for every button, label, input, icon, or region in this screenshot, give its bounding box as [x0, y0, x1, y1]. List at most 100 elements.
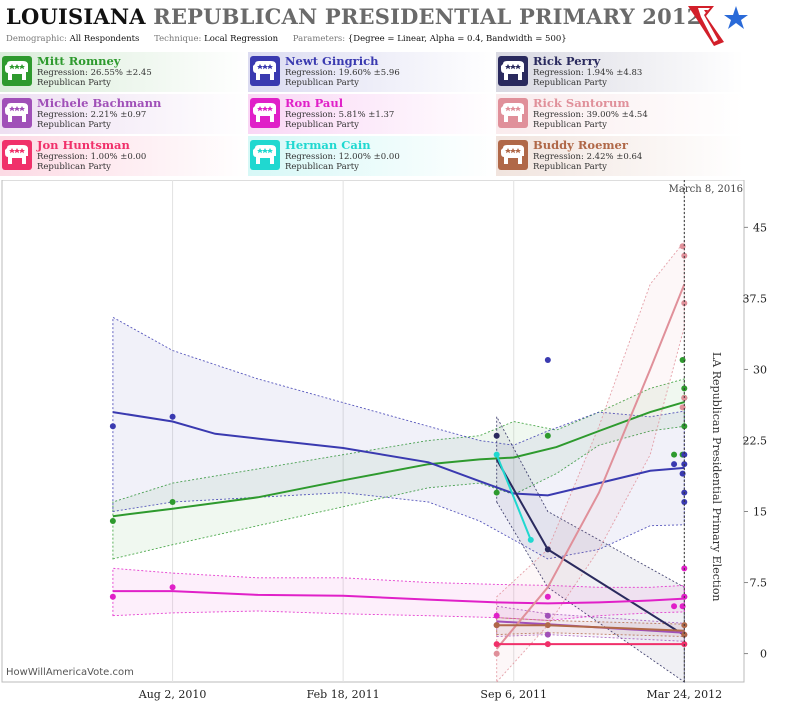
candidate-regression: Regression: 1.94% ±4.83 [533, 68, 643, 78]
candidate-party: Republican Party [37, 78, 111, 88]
star-logo-icon [684, 2, 750, 48]
legend-item: Ron Paul Regression: 5.81% ±1.37 Republica… [248, 94, 496, 134]
header: LOUISIANA REPUBLICAN PRESIDENTIAL PRIMAR… [0, 0, 789, 50]
candidate-regression: Regression: 1.00% ±0.00 [37, 152, 147, 162]
poll-point [544, 641, 551, 648]
candidate-name: Herman Cain [285, 138, 371, 152]
poll-point [544, 622, 551, 629]
elephant-icon [250, 140, 280, 170]
regression-line [112, 411, 685, 497]
poll-point [681, 423, 688, 430]
poll-point [493, 432, 500, 439]
poll-point [493, 622, 500, 629]
y-tick-label: 45 [753, 221, 767, 234]
candidate-party: Republican Party [37, 162, 111, 172]
candidate-name: Rick Perry [533, 54, 601, 68]
elephant-icon [498, 98, 528, 128]
candidate-name: Newt Gingrich [285, 54, 379, 68]
technique-value: Local Regression [204, 34, 279, 44]
candidate-name: Ron Paul [285, 96, 344, 110]
candidate-name: Jon Huntsman [37, 138, 130, 152]
x-tick-label: Sep 6, 2011 [480, 688, 547, 701]
poll-point [681, 252, 688, 259]
poll-point [169, 584, 176, 591]
candidate-name: Mitt Romney [37, 54, 121, 68]
parameters-line: Demographic: All Respondents Technique: … [6, 34, 567, 44]
poll-point [109, 517, 116, 524]
elephant-icon [2, 140, 32, 170]
poll-point [544, 593, 551, 600]
confidence-band [112, 316, 685, 560]
poll-point [493, 451, 500, 458]
y-tick-label: 15 [753, 506, 767, 519]
page-title: LOUISIANA REPUBLICAN PRESIDENTIAL PRIMAR… [6, 4, 702, 29]
demographic-label: Demographic: [6, 34, 67, 44]
poll-point [109, 593, 116, 600]
poll-point [671, 461, 678, 468]
poll-point [671, 603, 678, 610]
candidate-regression: Regression: 26.55% ±2.45 [37, 68, 152, 78]
poll-point [169, 413, 176, 420]
elephant-icon [2, 98, 32, 128]
confidence-band [112, 567, 685, 621]
poll-point [169, 499, 176, 506]
poll-point [493, 489, 500, 496]
candidate-name: Rick Santorum [533, 96, 630, 110]
poll-point [544, 432, 551, 439]
poll-point [681, 300, 688, 307]
candidate-party: Republican Party [533, 120, 607, 130]
poll-point [681, 499, 688, 506]
poll-point [493, 612, 500, 619]
election-label: LA Republican Presidential Primary Elect… [710, 352, 723, 602]
poll-point [544, 356, 551, 363]
x-tick-label: Mar 24, 2012 [647, 688, 723, 701]
legend-item: Rick Perry Regression: 1.94% ±4.83 Republi… [496, 52, 744, 92]
poll-point [544, 546, 551, 553]
parameters-label: Parameters: [292, 34, 346, 44]
title-state: LOUISIANA [6, 4, 146, 29]
elephant-icon [498, 140, 528, 170]
title-rest: REPUBLICAN PRESIDENTIAL PRIMARY 2012 [153, 4, 702, 29]
parameters-value: {Degree = Linear, Alpha = 0.4, Bandwidth… [347, 34, 567, 44]
legend-item: Buddy Roemer Regression: 2.42% ±0.64 Repub… [496, 136, 744, 176]
poll-point [544, 631, 551, 638]
poll-point [671, 451, 678, 458]
legend-item: Newt Gingrich Regression: 19.60% ±5.96 Rep… [248, 52, 496, 92]
x-tick-label: Feb 18, 2011 [307, 688, 380, 701]
plot-frame [1, 180, 745, 683]
watermark: HowWillAmericaVote.com [6, 667, 134, 678]
y-tick-label: 37.5 [743, 292, 768, 305]
poll-point [109, 423, 116, 430]
regression-line [495, 283, 686, 650]
legend-item: Herman Cain Regression: 12.00% ±0.00 Repub… [248, 136, 496, 176]
legend-item: Mitt Romney Regression: 26.55% ±2.45 Repub… [0, 52, 248, 92]
candidate-party: Republican Party [37, 120, 111, 130]
candidate-regression: Regression: 12.00% ±0.00 [285, 152, 400, 162]
candidate-party: Republican Party [285, 120, 359, 130]
candidate-party: Republican Party [285, 78, 359, 88]
date-stamp: March 8, 2016 [668, 184, 743, 195]
candidate-regression: Regression: 19.60% ±5.96 [285, 68, 400, 78]
technique-label: Technique: [154, 34, 202, 44]
x-tick-label: Aug 2, 2010 [138, 688, 207, 701]
y-tick-label: 22.5 [743, 434, 768, 447]
elephant-icon [250, 56, 280, 86]
legend-item: Rick Santorum Regression: 39.00% ±4.54 Rep… [496, 94, 744, 134]
y-tick-label: 30 [753, 363, 767, 376]
candidate-party: Republican Party [533, 162, 607, 172]
candidate-party: Republican Party [533, 78, 607, 88]
elephant-icon [250, 98, 280, 128]
y-tick-label: 0 [760, 648, 767, 661]
regression-line [112, 590, 685, 605]
candidate-party: Republican Party [285, 162, 359, 172]
poll-point [681, 451, 688, 458]
demographic-value: All Respondents [69, 34, 140, 44]
candidate-name: Buddy Roemer [533, 138, 628, 152]
chart-area: Aug 2, 2010 Feb 18, 2011 Sep 6, 2011 Mar 24… [0, 180, 789, 704]
poll-point [681, 631, 688, 638]
regression-chart: Aug 2, 2010 Feb 18, 2011 Sep 6, 2011 Mar 24… [1, 180, 768, 701]
regression-line [112, 401, 685, 518]
poll-point [493, 650, 500, 657]
legend-item: Jon Huntsman Regression: 1.00% ±0.00 Repub… [0, 136, 248, 176]
poll-point [493, 641, 500, 648]
